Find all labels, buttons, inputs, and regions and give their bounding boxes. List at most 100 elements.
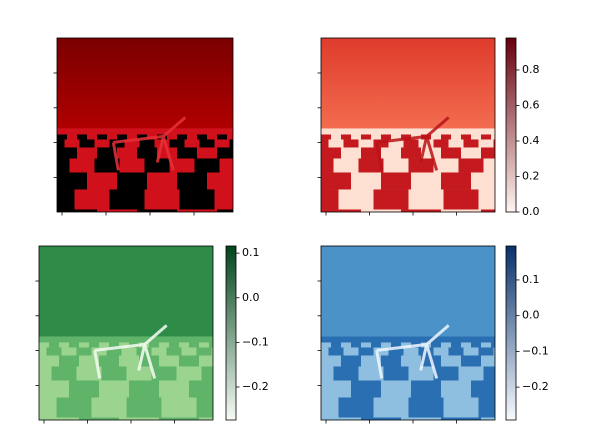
floor-tile <box>441 380 471 398</box>
floor-tile <box>481 355 495 367</box>
floor-tile <box>77 134 87 140</box>
floor-tile <box>361 355 381 367</box>
colorbar-tick-label: 0.0 <box>522 309 540 322</box>
image-object <box>375 324 450 379</box>
floor-tile <box>59 342 69 348</box>
image-sky <box>57 38 233 129</box>
floor-tile <box>321 380 351 398</box>
image-sky <box>39 246 213 337</box>
floor-tile <box>381 342 391 348</box>
floor-tile <box>229 139 233 148</box>
floor-tile <box>401 147 421 159</box>
floor-tile <box>169 139 185 148</box>
floor-tile <box>57 209 97 212</box>
floor-tile <box>217 147 233 159</box>
image-sky <box>321 38 495 129</box>
floor-tile <box>197 134 207 140</box>
floor-tile <box>493 347 495 356</box>
floor-tile <box>361 342 371 348</box>
floor-tile <box>137 209 177 212</box>
floor-tile <box>403 347 419 356</box>
floor-tile <box>321 209 361 212</box>
floor-tile <box>57 189 75 210</box>
floor-tile <box>57 139 65 148</box>
floor-tile <box>403 139 419 148</box>
floor-tile <box>151 347 167 356</box>
floor-tile <box>321 134 331 140</box>
floor-tile <box>137 147 157 159</box>
floor-tile <box>39 347 47 356</box>
floor-tile <box>199 417 213 420</box>
floor-tile <box>109 139 125 148</box>
floor-tile <box>126 366 152 381</box>
floor-tile <box>433 347 449 356</box>
floor-tile <box>57 147 77 159</box>
floor-tile <box>321 158 334 173</box>
floor-tile <box>176 366 202 381</box>
floor-tile <box>321 417 361 420</box>
floor-tile <box>76 366 102 381</box>
floor-tile <box>177 134 187 140</box>
floor-tile <box>159 342 169 348</box>
floor-tile <box>217 134 227 140</box>
floor-tile <box>179 342 189 348</box>
floor-tile <box>117 172 147 190</box>
floor-tile <box>321 342 331 348</box>
colorbar-tick-label: 0.8 <box>522 63 540 76</box>
colorbar-tick-label: 0.0 <box>242 291 260 304</box>
floor-tile <box>79 139 95 148</box>
floor-tile <box>119 342 129 348</box>
floor-tile <box>461 134 471 140</box>
floor-tile <box>91 347 107 356</box>
floor-tile <box>321 189 339 210</box>
image-object <box>111 116 187 171</box>
floor-tile <box>401 342 411 348</box>
floor-tile <box>121 347 137 356</box>
axes-frame <box>38 245 214 421</box>
colorbar <box>225 245 237 421</box>
floor-tile <box>179 189 215 210</box>
floor-tile <box>321 355 341 367</box>
floor-tile <box>373 347 389 356</box>
floor-tile <box>443 397 479 418</box>
floor-tile <box>401 355 421 367</box>
floor-tile <box>79 355 99 367</box>
floor-tile <box>481 417 495 420</box>
colorbar-tick-label: −0.1 <box>522 344 549 357</box>
floor-tile <box>401 417 441 420</box>
floor-tile <box>463 139 479 148</box>
floor-tile <box>433 139 449 148</box>
floor-tile <box>493 139 495 148</box>
floor-tile <box>441 355 461 367</box>
floor-tile <box>358 158 384 173</box>
floor-tile <box>341 342 351 348</box>
floor-tile <box>321 147 341 159</box>
floor-tile <box>159 380 189 398</box>
floor-tile <box>119 417 159 420</box>
colorbar-tick-label: 0.4 <box>522 134 540 147</box>
floor-tile <box>358 366 384 381</box>
floor-tile <box>321 397 339 418</box>
floor-tile <box>119 355 139 367</box>
floor-tile <box>39 397 57 418</box>
floor-tile <box>99 380 129 398</box>
colorbar-tick-label: 0.2 <box>522 169 540 182</box>
floor-tile <box>61 347 77 356</box>
colorbar <box>505 37 517 213</box>
floor-tile <box>144 158 170 173</box>
floor-tile <box>211 347 213 356</box>
image-object <box>93 324 168 379</box>
floor-tile <box>39 366 52 381</box>
floor-tile <box>481 147 495 159</box>
floor-tile <box>79 342 89 348</box>
colorbar-tick-label: 0.1 <box>522 273 540 286</box>
image-sky <box>321 246 495 337</box>
floor-tile <box>441 172 471 190</box>
floor-tile <box>199 355 213 367</box>
colorbar-tick-label: 0.0 <box>522 205 540 218</box>
floor-tile <box>361 134 371 140</box>
floor-tile <box>177 172 207 190</box>
floor-tile <box>181 347 197 356</box>
floor-tile <box>381 134 391 140</box>
floor-tile <box>159 355 179 367</box>
